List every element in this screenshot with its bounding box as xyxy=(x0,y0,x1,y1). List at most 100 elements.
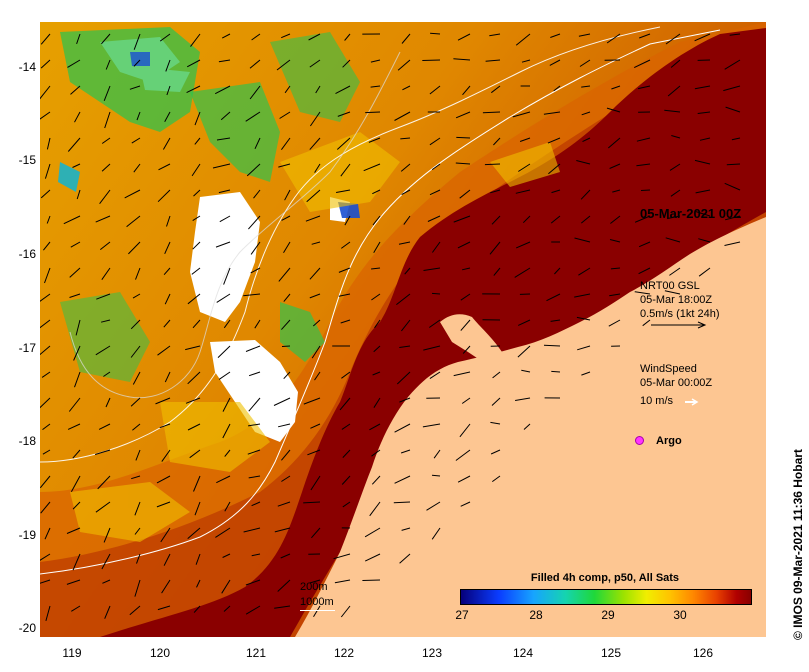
current-vector xyxy=(402,85,411,91)
current-vector xyxy=(163,319,171,328)
current-vector xyxy=(636,137,651,142)
current-vector xyxy=(40,345,51,356)
current-vector xyxy=(191,267,201,275)
current-vector xyxy=(694,33,711,42)
current-vector xyxy=(70,85,81,95)
current-vector xyxy=(40,85,51,100)
current-vector xyxy=(609,163,621,169)
current-vector xyxy=(193,475,201,492)
current-vector xyxy=(40,553,51,561)
current-vector xyxy=(221,579,231,594)
current-vector xyxy=(284,189,291,201)
current-vector xyxy=(399,553,411,564)
current-vector xyxy=(187,293,201,305)
current-vector xyxy=(224,501,231,512)
current-vector xyxy=(94,449,111,455)
current-vector xyxy=(159,33,171,42)
current-vector xyxy=(517,319,531,326)
current-vector xyxy=(128,241,141,255)
current-vector xyxy=(124,189,141,199)
land-bay xyxy=(440,314,510,372)
cool-patches xyxy=(58,27,360,382)
current-vector xyxy=(216,137,231,141)
current-vector xyxy=(132,423,141,431)
current-vector xyxy=(283,293,291,302)
current-vector xyxy=(422,423,441,428)
current-vector xyxy=(670,189,681,197)
current-vector xyxy=(431,527,441,540)
current-vector xyxy=(303,397,321,405)
current-vector xyxy=(664,109,681,113)
current-vector xyxy=(309,111,321,127)
current-vector xyxy=(335,85,351,95)
current-vector xyxy=(369,423,381,431)
argo-label: Argo xyxy=(656,435,682,447)
current-vector xyxy=(455,111,471,119)
current-vector xyxy=(72,501,81,510)
current-vector xyxy=(396,371,411,385)
current-vector xyxy=(461,397,471,404)
current-vector xyxy=(72,553,81,571)
current-vector xyxy=(578,267,591,276)
current-vector xyxy=(103,85,111,101)
current-vector xyxy=(248,371,261,377)
current-vector xyxy=(96,293,111,300)
map-date-title: 05-Mar-2021 00Z xyxy=(640,206,742,221)
current-vector xyxy=(130,397,141,407)
current-vector xyxy=(281,345,291,347)
current-vector xyxy=(606,33,621,44)
current-vector xyxy=(63,215,81,225)
current-vector xyxy=(161,579,171,594)
current-vector xyxy=(398,241,411,245)
current-vector xyxy=(67,137,81,152)
x-tick: 119 xyxy=(62,646,82,660)
current-vector xyxy=(100,319,111,323)
current-vector xyxy=(364,553,381,562)
current-vector xyxy=(246,163,261,177)
current-vector xyxy=(548,163,561,175)
current-vector xyxy=(40,319,51,329)
sst-map-svg xyxy=(40,22,766,637)
y-tick: -19 xyxy=(18,528,36,542)
current-vector xyxy=(212,163,231,169)
current-vector xyxy=(42,449,51,455)
current-vector xyxy=(281,475,291,482)
current-vector xyxy=(491,215,501,225)
current-vector xyxy=(456,136,471,139)
current-vector xyxy=(394,423,411,433)
current-vector xyxy=(278,163,291,168)
current-vector xyxy=(339,397,351,411)
current-vector xyxy=(101,267,111,280)
current-vector xyxy=(135,449,141,461)
current-vector xyxy=(222,397,231,412)
current-vector xyxy=(698,267,711,277)
current-vector xyxy=(550,319,561,322)
x-tick: 123 xyxy=(421,646,443,660)
current-vector xyxy=(274,605,291,609)
current-vector xyxy=(612,189,621,193)
current-vector xyxy=(578,33,591,37)
current-vector xyxy=(515,33,531,46)
contour-deep xyxy=(69,51,401,399)
current-vector xyxy=(549,59,561,66)
current-vector xyxy=(667,85,681,97)
current-vector xyxy=(190,33,201,47)
current-vector xyxy=(515,189,531,194)
current-vector xyxy=(394,475,411,484)
current-vector xyxy=(341,475,351,485)
current-vector xyxy=(462,85,471,96)
current-vector xyxy=(157,605,171,611)
current-vector xyxy=(101,33,111,45)
current-vector xyxy=(193,189,201,197)
current-vector xyxy=(493,137,501,146)
wind-time: 05-Mar 00:00Z xyxy=(640,377,713,389)
current-vector xyxy=(166,215,171,227)
current-vector xyxy=(724,215,741,221)
current-vector xyxy=(581,85,591,88)
contour-1000m xyxy=(40,26,661,463)
current-vector xyxy=(400,449,411,454)
current-vector xyxy=(453,215,471,223)
x-tick: 122 xyxy=(333,646,355,660)
current-vector xyxy=(638,241,651,248)
current-vector xyxy=(611,85,621,90)
